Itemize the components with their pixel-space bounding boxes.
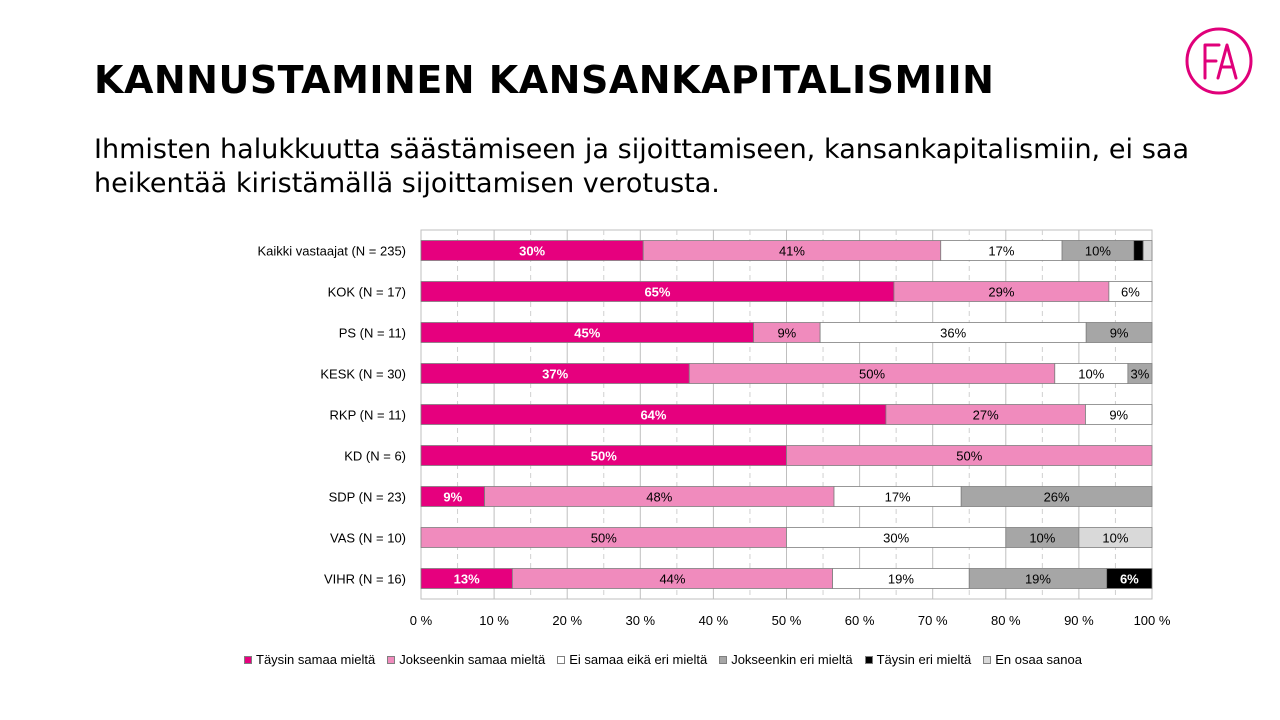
data-label: 10%: [1029, 531, 1055, 546]
bar-segment: [1108, 281, 1153, 302]
data-label: 29%: [988, 285, 1014, 300]
data-label: 50%: [591, 449, 617, 464]
x-tick-label: 70 %: [918, 613, 948, 628]
data-label: 65%: [644, 285, 670, 300]
data-label: 50%: [591, 531, 617, 546]
data-label: 9%: [1110, 326, 1129, 341]
x-tick-label: 100 %: [1134, 613, 1171, 628]
data-label: 6%: [1121, 285, 1140, 300]
data-label: 30%: [519, 244, 545, 259]
data-label: 50%: [956, 449, 982, 464]
category-label: VAS (N = 10): [330, 531, 406, 546]
x-tick-label: 60 %: [845, 613, 875, 628]
x-tick-label: 10 %: [479, 613, 509, 628]
data-label: 41%: [779, 244, 805, 259]
data-label: 26%: [1044, 490, 1070, 505]
data-label: 10%: [1078, 367, 1104, 382]
bar-segment: [786, 445, 1153, 466]
data-label: 36%: [940, 326, 966, 341]
legend-item: Ei samaa eikä eri mieltä: [557, 652, 707, 667]
data-label: 17%: [988, 244, 1014, 259]
data-label: 19%: [888, 572, 914, 587]
data-label: 37%: [542, 367, 568, 382]
bar-segment: [1085, 404, 1153, 425]
data-label: 19%: [1025, 572, 1051, 587]
x-tick-label: 0 %: [410, 613, 433, 628]
bar-segment: [1085, 322, 1153, 343]
category-label: PS (N = 11): [339, 326, 406, 341]
category-label: Kaikki vastaajat (N = 235): [258, 244, 406, 259]
x-tick-label: 30 %: [625, 613, 655, 628]
bar-segment: [1133, 240, 1144, 261]
legend-label: Täysin eri mieltä: [876, 652, 972, 667]
legend-label: Jokseenkin eri mieltä: [731, 652, 853, 667]
data-label: 64%: [640, 408, 666, 423]
data-label: 13%: [454, 572, 480, 587]
data-label: 9%: [1109, 408, 1128, 423]
bar-segment: [1142, 240, 1153, 261]
x-tick-label: 20 %: [552, 613, 582, 628]
legend-label: En osaa sanoa: [995, 652, 1082, 667]
legend-swatch: [244, 655, 252, 664]
data-label: 27%: [973, 408, 999, 423]
category-label: KOK (N = 17): [328, 285, 406, 300]
legend-swatch: [864, 655, 873, 664]
data-label: 48%: [646, 490, 672, 505]
x-tick-label: 90 %: [1064, 613, 1094, 628]
legend-item: En osaa sanoa: [983, 652, 1082, 667]
data-label: 17%: [885, 490, 911, 505]
page-title: KANNUSTAMINEN KANSANKAPITALISMIIN: [94, 58, 995, 102]
legend-item: Täysin eri mieltä: [864, 652, 972, 667]
data-label: 30%: [883, 531, 909, 546]
data-label: 10%: [1085, 244, 1111, 259]
bar-segment: [960, 486, 1153, 507]
legend-swatch: [387, 655, 396, 664]
legend-item: Jokseenkin eri mieltä: [719, 652, 853, 667]
data-label: 10%: [1102, 531, 1128, 546]
legend-label: Täysin samaa mieltä: [256, 652, 376, 667]
legend-label: Ei samaa eikä eri mieltä: [569, 652, 708, 667]
x-tick-label: 40 %: [699, 613, 729, 628]
category-label: KESK (N = 30): [320, 367, 406, 382]
page-subtitle: Ihmisten halukkuutta säästämiseen ja sij…: [94, 134, 1189, 199]
bar-segment: [1078, 527, 1153, 548]
category-label: RKP (N = 11): [330, 408, 406, 423]
legend-swatch: [557, 655, 566, 664]
data-label: 9%: [443, 490, 462, 505]
legend-label: Jokseenkin samaa mieltä: [399, 652, 546, 667]
bar-segment: [1127, 363, 1153, 384]
data-label: 3%: [1131, 367, 1150, 382]
chart-legend: Täysin samaa mieltä Jokseenkin samaa miel…: [244, 652, 1082, 667]
legend-swatch: [719, 655, 728, 664]
fa-logo-icon: [1185, 27, 1253, 95]
data-label: 9%: [777, 326, 796, 341]
x-tick-label: 50 %: [772, 613, 802, 628]
data-label: 45%: [574, 326, 600, 341]
data-label: 50%: [859, 367, 885, 382]
category-label: VIHR (N = 16): [324, 572, 406, 587]
category-label: SDP (N = 23): [329, 490, 406, 505]
category-label: KD (N = 6): [344, 449, 406, 464]
legend-item: Jokseenkin samaa mieltä: [387, 652, 545, 667]
legend-item: Täysin samaa mieltä: [244, 652, 375, 667]
x-tick-label: 80 %: [991, 613, 1021, 628]
bar-segment: [1106, 568, 1153, 589]
data-label: 6%: [1120, 572, 1139, 587]
data-label: 44%: [659, 572, 685, 587]
legend-swatch: [983, 655, 992, 664]
